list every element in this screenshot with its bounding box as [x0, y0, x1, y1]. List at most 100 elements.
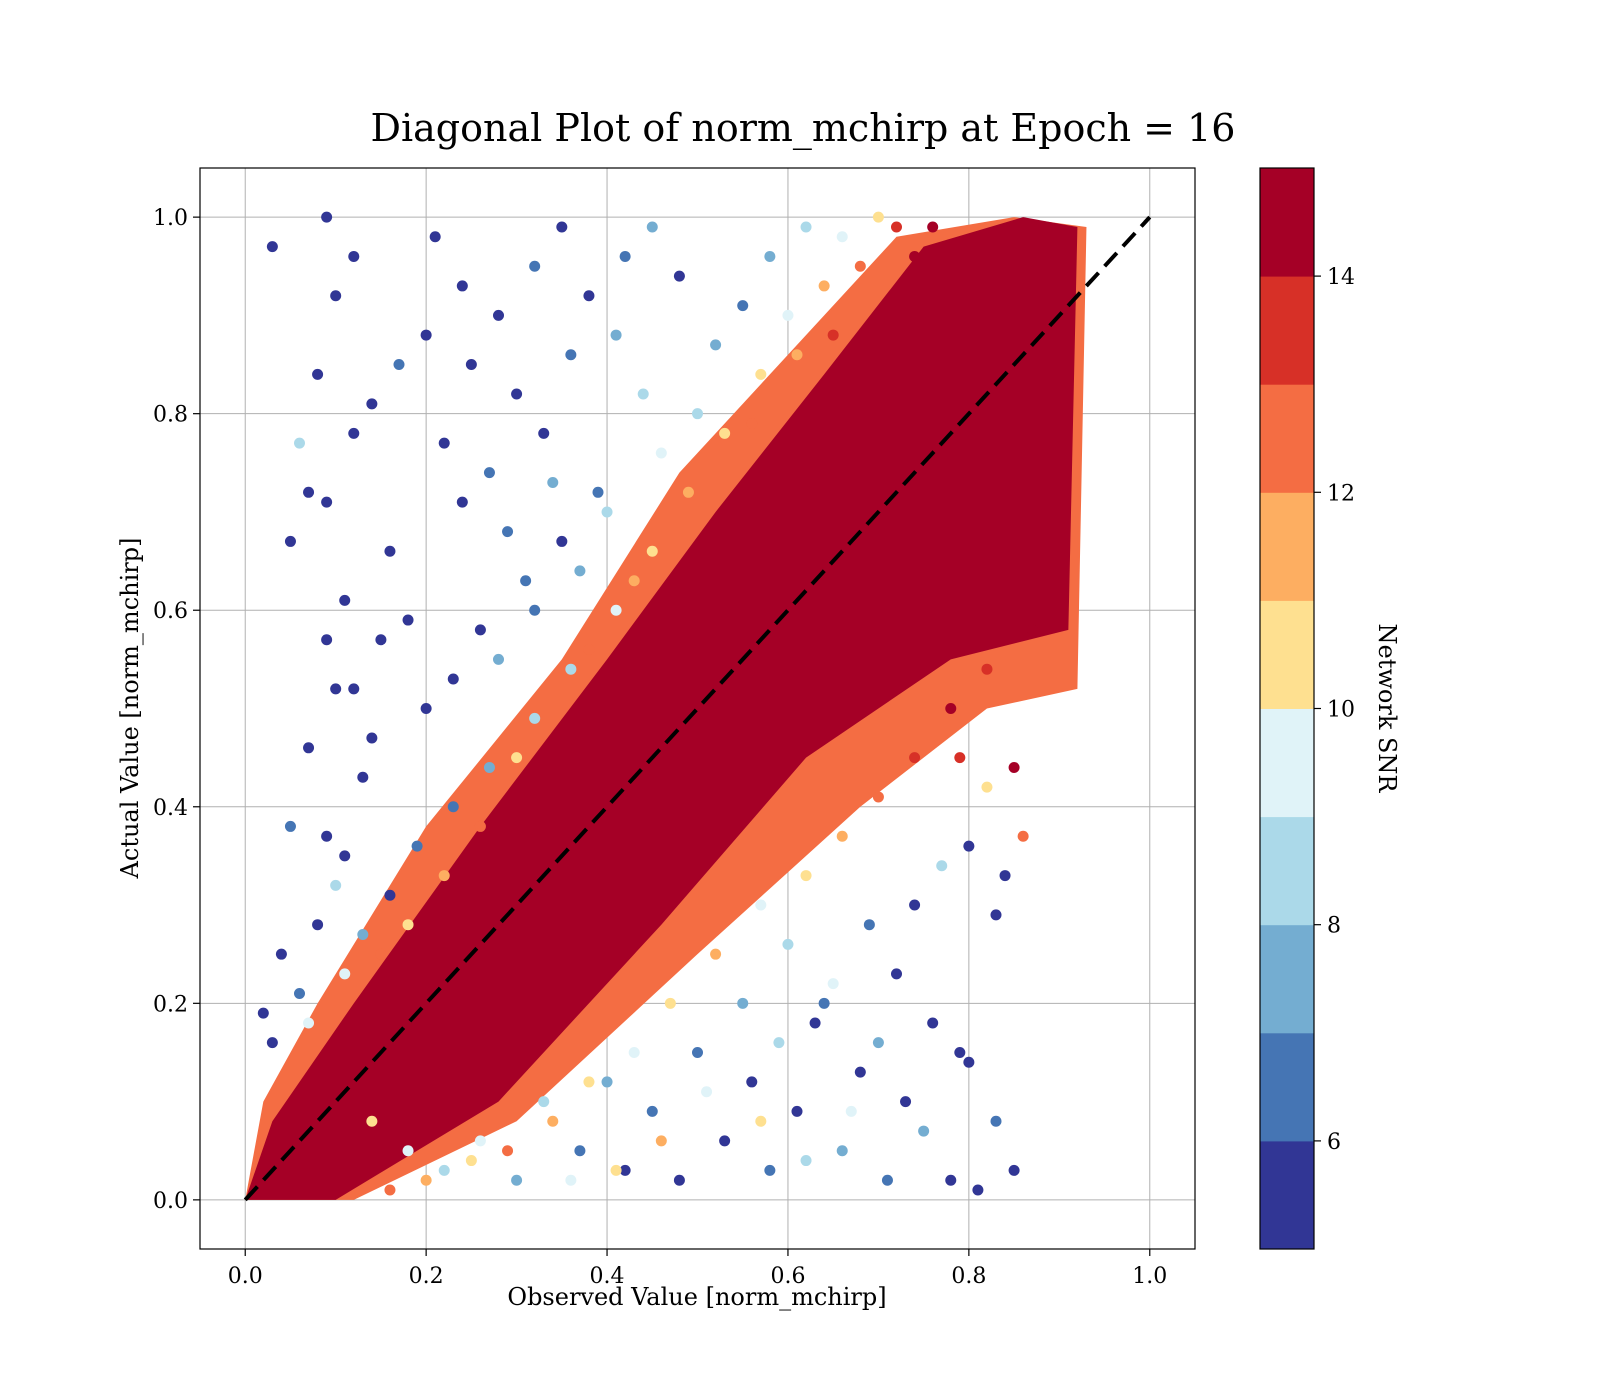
- scatter-point: [909, 899, 921, 911]
- scatter-point: [755, 368, 767, 380]
- scatter-point: [294, 437, 305, 449]
- scatter-point: [483, 467, 495, 479]
- scatter-point: [673, 1174, 685, 1186]
- scatter-point: [891, 221, 902, 233]
- scatter-point: [827, 329, 839, 341]
- scatter-point: [945, 1174, 957, 1186]
- colorbar-segment: [1260, 924, 1314, 1034]
- scatter-point: [610, 604, 622, 616]
- colorbar-label: Network SNR: [1373, 624, 1401, 794]
- scatter-point: [854, 1066, 866, 1078]
- scatter-point: [465, 1155, 477, 1167]
- scatter-point: [420, 1174, 432, 1186]
- scatter-point: [791, 349, 803, 361]
- scatter-point: [963, 840, 975, 852]
- scatter-point: [574, 565, 586, 577]
- scatter-point: [945, 703, 957, 714]
- scatter-point: [619, 250, 631, 262]
- scatter-point: [565, 1174, 577, 1186]
- scatter-point: [357, 929, 369, 941]
- scatter-point: [999, 870, 1011, 882]
- scatter-point: [321, 634, 333, 646]
- scatter-point: [339, 594, 351, 606]
- x-tick-label: 0.8: [951, 1264, 986, 1289]
- y-axis-ticks: 0.0 0.2 0.4 0.6 0.8 1.0: [153, 206, 200, 1214]
- scatter-point: [257, 1007, 269, 1019]
- scatter-point: [303, 486, 315, 498]
- scatter-point: [601, 506, 613, 518]
- scatter-point: [1017, 830, 1029, 842]
- scatter-point: [348, 250, 360, 262]
- scatter-point: [818, 997, 830, 1009]
- scatter-point: [556, 221, 568, 233]
- scatter-point: [764, 1164, 776, 1176]
- band-core: [245, 217, 1078, 1200]
- scatter-point: [502, 526, 514, 538]
- scatter-point: [511, 1174, 523, 1186]
- scatter-point: [502, 1145, 514, 1157]
- scatter-point: [972, 1184, 984, 1196]
- scatter-point: [891, 968, 902, 980]
- scatter-point: [538, 427, 550, 439]
- scatter-point: [275, 948, 287, 960]
- scatter-point: [339, 968, 351, 980]
- scatter-point: [710, 948, 722, 960]
- y-tick-label: 1.0: [153, 206, 188, 231]
- scatter-point: [755, 1115, 767, 1127]
- scatter-point: [737, 300, 749, 312]
- scatter-point: [574, 1145, 586, 1157]
- scatter-point: [330, 683, 342, 695]
- colorbar-tick-label: 8: [1327, 914, 1341, 939]
- scatter-point: [384, 545, 396, 557]
- x-axis-label: Observed Value [norm_mchirp]: [507, 1283, 886, 1311]
- y-axis-label: Actual Value [norm_mchirp]: [116, 538, 144, 880]
- scatter-point: [610, 1164, 622, 1176]
- scatter-point: [827, 978, 839, 990]
- scatter-point: [447, 673, 459, 685]
- scatter-point: [529, 604, 541, 616]
- scatter-point: [990, 1115, 1002, 1127]
- colorbar-segment: [1260, 384, 1314, 493]
- y-tick-label: 0.2: [153, 992, 188, 1017]
- scatter-point: [474, 624, 486, 636]
- scatter-point: [266, 241, 278, 253]
- chart-title: Diagonal Plot of norm_mchirp at Epoch = …: [371, 106, 1236, 151]
- scatter-point: [330, 290, 342, 302]
- scatter-point: [366, 732, 378, 744]
- scatter-point: [927, 1017, 939, 1029]
- scatter-point: [330, 879, 342, 891]
- scatter-point: [321, 830, 333, 842]
- scatter-point: [438, 437, 450, 449]
- scatter-point: [402, 614, 414, 626]
- colorbar-segment: [1260, 168, 1314, 277]
- plot-frame: [199, 167, 1196, 1250]
- x-axis-ticks: 0.0 0.2 0.4 0.6 0.8 1.0: [228, 1249, 1167, 1289]
- scatter-point: [845, 1105, 857, 1117]
- scatter-point: [447, 801, 459, 813]
- scatter-point: [493, 653, 504, 665]
- scatter-point: [529, 260, 541, 272]
- scatter-point: [520, 575, 532, 587]
- scatter-point: [375, 948, 387, 960]
- scatter-point: [402, 1145, 414, 1157]
- scatter-point: [710, 339, 722, 351]
- scatter-point: [628, 575, 640, 587]
- scatter-point: [420, 329, 432, 341]
- scatter-point: [990, 909, 1002, 921]
- scatter-point: [483, 761, 495, 773]
- scatter-point: [321, 211, 333, 223]
- y-tick-label: 0.4: [153, 796, 188, 821]
- scatter-point: [981, 781, 993, 793]
- scatter-point: [284, 820, 296, 832]
- scatter-point: [511, 388, 523, 400]
- scatter-point: [881, 1174, 893, 1186]
- scatter-point: [456, 280, 468, 292]
- scatter-point: [529, 712, 541, 724]
- scatter-point: [836, 1145, 848, 1157]
- scatter-point: [809, 1017, 821, 1029]
- scatter-point: [692, 408, 703, 420]
- scatter-point: [511, 752, 523, 764]
- colorbar-segment: [1260, 1032, 1314, 1142]
- scatter-point: [348, 683, 360, 695]
